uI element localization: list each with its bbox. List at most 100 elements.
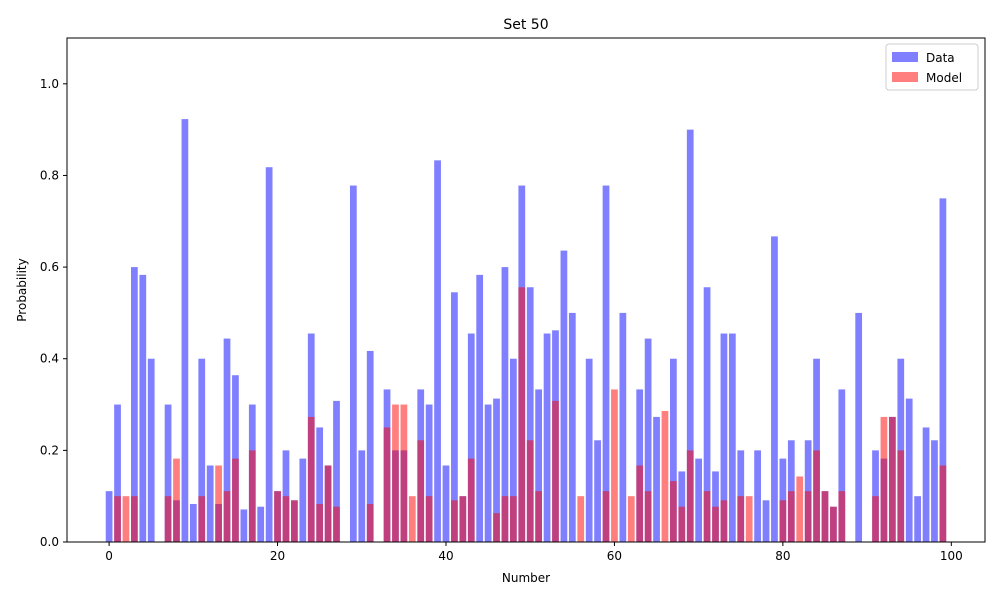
- bar-model-83: [804, 491, 812, 542]
- bar-data-74: [728, 333, 736, 542]
- bar-model-51: [535, 491, 543, 542]
- bar-data-7: [164, 404, 172, 542]
- chart-title: Set 50: [503, 17, 548, 33]
- bar-model-94: [897, 450, 905, 542]
- x-tick-label: 60: [607, 549, 622, 563]
- bar-data-30: [358, 450, 366, 542]
- bar-model-66: [661, 410, 669, 542]
- legend-label-data: Data: [926, 51, 955, 65]
- bar-data-97: [922, 427, 930, 542]
- bar-data-67: [670, 358, 677, 542]
- bar-data-40: [442, 465, 450, 542]
- bar-model-49: [518, 287, 526, 542]
- bar-model-38: [425, 496, 433, 542]
- bar-data-96: [914, 496, 921, 542]
- bar-data-77: [754, 450, 761, 542]
- bar-model-67: [670, 481, 677, 542]
- bar-model-1: [114, 496, 121, 542]
- bar-data-57: [585, 358, 593, 542]
- bar-model-53: [552, 400, 559, 542]
- bar-model-2: [122, 496, 130, 542]
- bar-data-1: [114, 404, 121, 542]
- bar-model-24: [307, 416, 315, 542]
- y-tick-label: 0.6: [40, 260, 59, 274]
- bar-model-86: [830, 506, 837, 542]
- bar-data-12: [206, 465, 214, 542]
- bar-model-15: [232, 458, 239, 542]
- y-tick-label: 1.0: [40, 77, 59, 91]
- bar-model-25: [316, 503, 324, 542]
- bar-data-18: [257, 506, 265, 542]
- bar-model-20: [274, 491, 281, 542]
- bar-data-23: [299, 458, 307, 542]
- bar-data-38: [425, 404, 433, 542]
- bar-model-87: [838, 491, 846, 542]
- bar-model-85: [821, 491, 829, 542]
- bar-data-87: [838, 389, 846, 542]
- bar-model-46: [493, 513, 500, 542]
- bar-model-68: [678, 506, 686, 542]
- bar-model-11: [198, 496, 206, 542]
- bar-data-51: [535, 389, 543, 542]
- bar-model-60: [611, 389, 618, 542]
- bar-data-29: [349, 185, 357, 542]
- bar-model-3: [131, 496, 138, 542]
- bar-model-71: [703, 491, 711, 542]
- bar-model-63: [636, 465, 644, 542]
- bar-model-82: [796, 476, 804, 542]
- bar-model-64: [644, 491, 652, 542]
- y-tick-label: 0.8: [40, 168, 59, 182]
- legend: Data Model: [885, 43, 979, 91]
- bar-data-55: [568, 312, 576, 542]
- plot-frame: [66, 37, 986, 543]
- bar-model-76: [745, 496, 753, 542]
- bar-data-0: [105, 491, 113, 542]
- bar-model-91: [872, 496, 879, 542]
- y-tick-label: 0.2: [40, 443, 59, 457]
- y-tick-label: 0.0: [40, 535, 59, 549]
- bar-model-26: [324, 465, 332, 542]
- bar-model-33: [383, 427, 391, 542]
- bar-data-4: [139, 274, 147, 542]
- x-axis-label: Number: [502, 571, 550, 585]
- bar-model-47: [501, 496, 509, 542]
- bar-data-73: [720, 333, 728, 542]
- bar-data-11: [198, 358, 206, 542]
- bar-data-25: [316, 427, 324, 542]
- bar-model-59: [602, 491, 610, 542]
- bar-model-7: [164, 496, 172, 542]
- x-tick-label: 40: [438, 549, 453, 563]
- bar-model-17: [248, 450, 256, 542]
- bar-model-22: [291, 500, 298, 542]
- bar-model-50: [526, 440, 534, 542]
- bar-data-99: [939, 198, 947, 542]
- bar-data-41: [451, 292, 458, 542]
- x-tick-label: 0: [105, 549, 113, 563]
- bar-model-93: [888, 416, 896, 542]
- bar-data-45: [484, 404, 492, 542]
- bar-data-98: [931, 440, 938, 542]
- y-axis-label: Probability: [15, 258, 29, 321]
- x-tick-label: 20: [270, 549, 285, 563]
- bar-data-78: [762, 500, 770, 542]
- bar-model-56: [577, 496, 585, 542]
- bar-model-31: [366, 503, 374, 542]
- bar-data-95: [905, 398, 913, 542]
- bar-model-42: [459, 496, 467, 542]
- legend-swatch-model: [892, 72, 918, 82]
- bar-data-16: [240, 509, 248, 542]
- bar-data-61: [619, 312, 627, 542]
- bar-model-75: [737, 496, 745, 542]
- bar-model-80: [779, 500, 787, 542]
- bar-data-39: [434, 160, 441, 543]
- x-tick-label: 100: [940, 549, 963, 563]
- bar-data-70: [695, 458, 703, 542]
- x-axis-ticks: 0 20 40 60 80 100: [105, 542, 963, 563]
- bar-data-5: [147, 358, 155, 542]
- bar-data-14: [223, 338, 231, 542]
- bar-model-84: [813, 450, 820, 542]
- bar-data-58: [594, 440, 601, 542]
- bar-model-37: [417, 440, 425, 542]
- bar-model-35: [400, 404, 408, 542]
